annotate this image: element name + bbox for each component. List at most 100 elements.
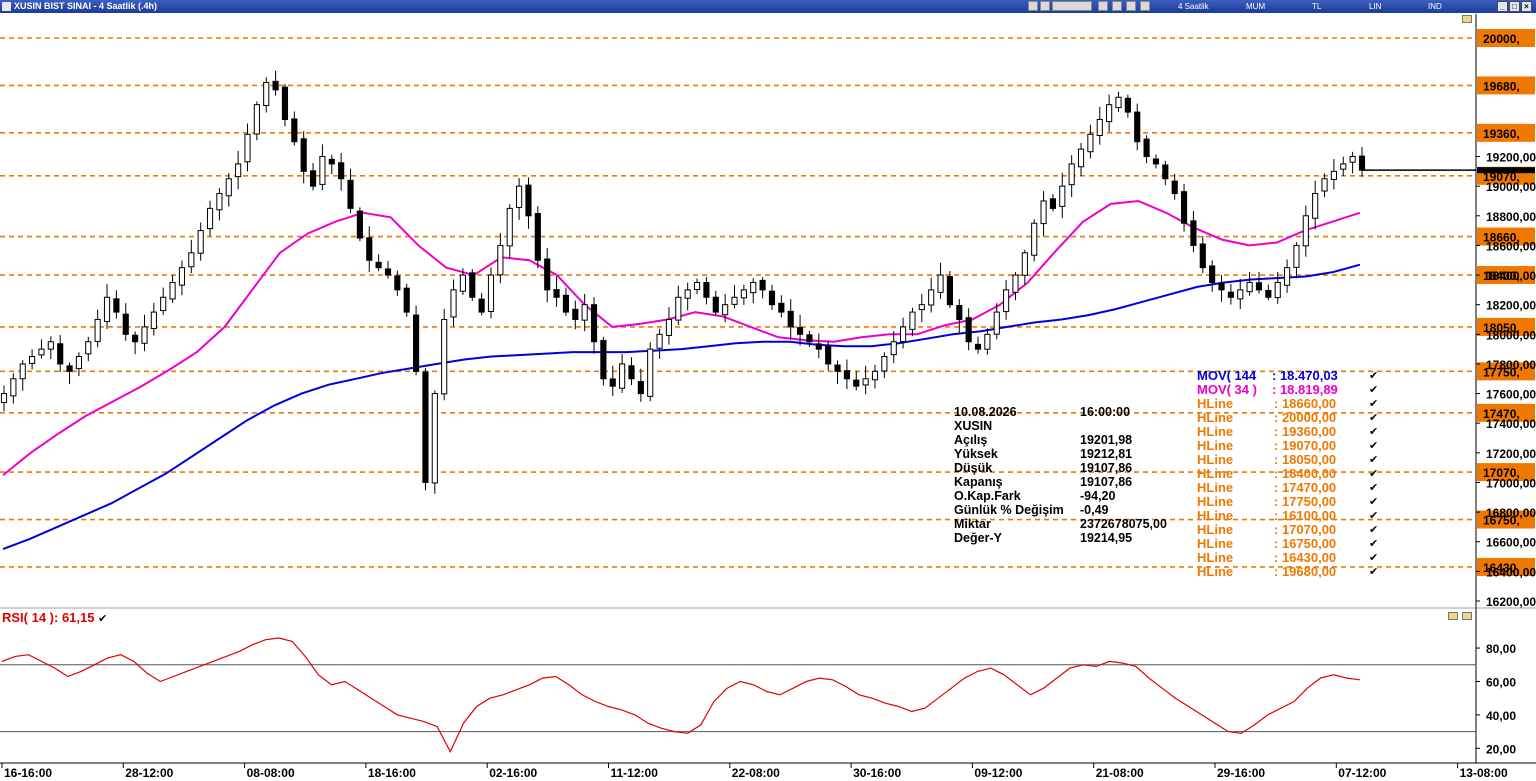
check-icon[interactable]: ✔ xyxy=(1369,370,1379,382)
check-icon[interactable]: ✔ xyxy=(98,613,108,625)
grid-layer xyxy=(0,14,1536,764)
check-icon[interactable]: ✔ xyxy=(1369,552,1379,564)
candle-body xyxy=(422,371,429,483)
x-tick-label: 29-16:00 xyxy=(1217,766,1265,780)
hline-value-label: 17470, xyxy=(1483,407,1520,421)
legend-value: : 19070,00 xyxy=(1274,438,1337,453)
chart-type-button[interactable]: MUM xyxy=(1246,2,1266,11)
zoom-icon[interactable] xyxy=(1112,1,1122,11)
refresh-icon[interactable] xyxy=(1040,1,1050,11)
maximize-button[interactable]: □ xyxy=(1509,1,1520,12)
y-tick-label: 16800,00 xyxy=(1486,506,1536,520)
pencil-icon[interactable] xyxy=(1126,1,1136,11)
check-icon[interactable]: ✔ xyxy=(1369,398,1379,410)
check-icon[interactable]: ✔ xyxy=(1369,412,1379,424)
candle-body xyxy=(965,317,972,343)
indicator-button[interactable]: IND xyxy=(1428,2,1442,11)
candle-body xyxy=(1293,244,1300,268)
candle-body xyxy=(356,210,363,239)
candle-body xyxy=(656,333,663,349)
candle-body xyxy=(338,162,345,180)
rsi-y-tick-label: 40,00 xyxy=(1486,709,1516,723)
candle-body xyxy=(309,170,317,187)
check-icon[interactable]: ✔ xyxy=(1369,538,1379,550)
candle-body xyxy=(103,296,111,322)
candle-body xyxy=(1265,289,1272,298)
check-icon[interactable]: ✔ xyxy=(1369,524,1379,536)
check-icon[interactable]: ✔ xyxy=(1369,496,1379,508)
template-icon[interactable] xyxy=(1140,1,1150,11)
info-label: Açılış xyxy=(954,433,988,447)
scale-button[interactable]: LIN xyxy=(1369,2,1382,11)
candle-body xyxy=(132,334,139,343)
candle-body xyxy=(150,311,157,329)
candle-body xyxy=(122,313,129,335)
check-icon[interactable]: ✔ xyxy=(1369,426,1379,438)
candle-body xyxy=(1227,291,1234,298)
candle-body xyxy=(19,363,26,380)
candle-body xyxy=(1124,97,1131,113)
candle-body xyxy=(796,327,804,335)
panel-settings-icon[interactable] xyxy=(1462,15,1472,23)
x-tick-label: 28-12:00 xyxy=(125,766,173,780)
chart-tool-icon[interactable] xyxy=(1028,1,1038,11)
period-button[interactable]: 4 Saatlik xyxy=(1178,2,1209,11)
horizontal-lines-layer: 20000, 19680, 19360, 19070, 18660, 18400, 1805… xyxy=(0,29,1535,576)
candle-body xyxy=(94,319,101,342)
check-icon[interactable]: ✔ xyxy=(1369,468,1379,480)
candle-body xyxy=(637,381,644,395)
candle-body xyxy=(291,118,298,143)
text-tool-icon[interactable] xyxy=(1052,1,1092,11)
candle-body xyxy=(525,184,532,217)
candle-body xyxy=(1330,170,1337,180)
candle-body xyxy=(1068,163,1075,186)
candle-body xyxy=(1087,133,1094,153)
minimize-button[interactable]: _ xyxy=(1497,1,1508,12)
x-tick-label: 07-12:00 xyxy=(1338,766,1386,780)
candle-body xyxy=(619,363,626,389)
candle-body xyxy=(225,178,232,197)
candle-body xyxy=(487,274,495,312)
check-icon[interactable]: ✔ xyxy=(1369,440,1379,452)
window-icon xyxy=(2,2,11,11)
candle-body xyxy=(0,393,8,403)
info-label: Yüksek xyxy=(954,447,998,461)
legend-value: : 18400,00 xyxy=(1274,466,1337,481)
x-tick-label: 22-08:00 xyxy=(732,766,780,780)
check-icon[interactable]: ✔ xyxy=(1369,510,1379,522)
hline-value-label: 19680, xyxy=(1483,79,1520,93)
rsi-panel-settings-icon[interactable] xyxy=(1462,612,1472,620)
x-tick-label: 09-12:00 xyxy=(974,766,1022,780)
check-icon[interactable]: ✔ xyxy=(1369,566,1379,578)
hline-value-label: 17070, xyxy=(1483,466,1520,480)
hline-value-box xyxy=(1477,557,1535,576)
legend-name: MOV( 34 ) xyxy=(1197,382,1257,397)
hline-value-box xyxy=(1477,463,1535,482)
y-tick-label: 16600,00 xyxy=(1486,536,1536,550)
check-icon[interactable]: ✔ xyxy=(1369,454,1379,466)
legend-value: : 17750,00 xyxy=(1274,494,1337,509)
candle-body xyxy=(516,185,523,208)
candle-body xyxy=(47,341,54,350)
check-icon[interactable]: ✔ xyxy=(1369,482,1379,494)
currency-button[interactable]: TL xyxy=(1312,2,1322,11)
y-tick-label: 19000,00 xyxy=(1486,180,1536,194)
y-tick-label: 18200,00 xyxy=(1486,299,1536,313)
cursor-icon[interactable] xyxy=(1098,1,1108,11)
x-tick-label: 30-16:00 xyxy=(853,766,901,780)
close-button[interactable]: × xyxy=(1521,1,1532,12)
candle-body xyxy=(1274,281,1281,299)
legend-value: : 18050,00 xyxy=(1274,452,1337,467)
hline-value-box xyxy=(1477,317,1535,336)
candle-body xyxy=(1049,198,1057,209)
rsi-panel-icon[interactable] xyxy=(1448,612,1458,620)
candle-body xyxy=(160,296,167,312)
candle-body xyxy=(1190,220,1197,246)
check-icon[interactable]: ✔ xyxy=(1369,384,1379,396)
hline-value-label: 16750, xyxy=(1483,514,1520,528)
candle-body xyxy=(244,133,251,163)
y-tick-label: 17800,00 xyxy=(1486,358,1536,372)
candle-body xyxy=(206,207,214,230)
x-tick-label: 02-16:00 xyxy=(489,766,537,780)
